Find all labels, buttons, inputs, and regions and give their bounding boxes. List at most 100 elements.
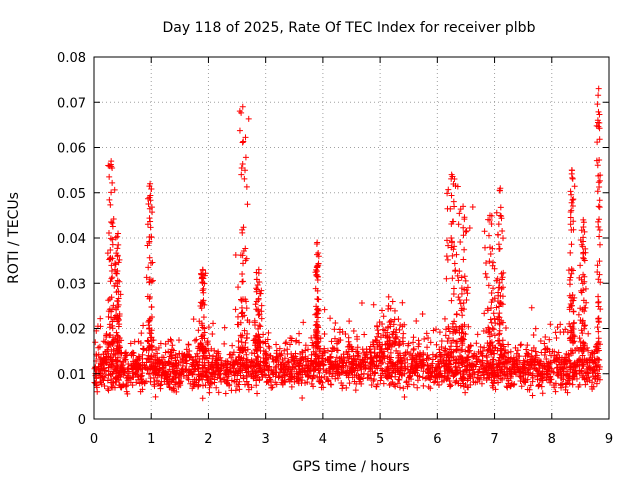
roti-point — [436, 371, 443, 378]
roti-point — [313, 359, 320, 366]
roti-point — [191, 362, 198, 369]
roti-point — [327, 361, 334, 368]
roti-point — [263, 351, 270, 358]
roti-point — [281, 366, 288, 373]
roti-point — [112, 234, 119, 241]
roti-point — [499, 227, 506, 234]
roti-point — [115, 241, 122, 248]
roti-point — [295, 375, 302, 382]
roti-point — [299, 394, 306, 401]
roti-point — [562, 371, 569, 378]
roti-point — [244, 317, 251, 324]
roti-point — [147, 218, 154, 225]
roti-point — [230, 359, 237, 366]
roti-point — [165, 359, 172, 366]
roti-point — [199, 300, 206, 307]
roti-point — [467, 375, 474, 382]
roti-point — [93, 384, 100, 391]
roti-point — [449, 275, 456, 282]
roti-point — [358, 363, 365, 370]
roti-point — [454, 343, 461, 350]
roti-point — [307, 363, 314, 370]
roti-point — [436, 381, 443, 388]
roti-point — [322, 357, 329, 364]
roti-point — [393, 333, 400, 340]
roti-point — [529, 392, 536, 399]
roti-point — [568, 191, 575, 198]
roti-point — [497, 375, 504, 382]
roti-point — [379, 307, 386, 314]
roti-point — [329, 373, 336, 380]
roti-point — [596, 125, 603, 132]
roti-point — [208, 380, 215, 387]
roti-point — [244, 201, 251, 208]
roti-point — [486, 244, 493, 251]
roti-point — [504, 371, 511, 378]
roti-point — [363, 346, 370, 353]
roti-point — [524, 342, 531, 349]
roti-point — [198, 271, 205, 278]
roti-point — [596, 233, 603, 240]
roti-point — [415, 343, 422, 350]
roti-point — [117, 358, 124, 365]
roti-point — [423, 356, 430, 363]
roti-point — [221, 340, 228, 347]
roti-point — [580, 223, 587, 230]
roti-point — [502, 324, 509, 331]
roti-point — [460, 299, 467, 306]
roti-point — [373, 337, 380, 344]
roti-point — [579, 374, 586, 381]
roti-point — [186, 369, 193, 376]
roti-point — [146, 295, 153, 302]
roti-point — [539, 377, 546, 384]
roti-point — [199, 356, 206, 363]
roti-point — [473, 340, 480, 347]
roti-point — [253, 288, 260, 295]
roti-point — [566, 281, 573, 288]
roti-point — [408, 376, 415, 383]
roti-point — [160, 365, 167, 372]
roti-point — [237, 319, 244, 326]
roti-point — [458, 335, 465, 342]
roti-point — [401, 370, 408, 377]
roti-point — [541, 346, 548, 353]
roti-point — [285, 376, 292, 383]
roti-point — [157, 381, 164, 388]
roti-point — [459, 323, 466, 330]
roti-point — [458, 354, 465, 361]
x-tick-label: 3 — [262, 432, 270, 447]
roti-point — [152, 362, 159, 369]
roti-point — [248, 358, 255, 365]
roti-point — [149, 209, 156, 216]
roti-point — [122, 357, 129, 364]
y-tick-label: 0.02 — [57, 323, 86, 338]
roti-point — [155, 380, 162, 387]
roti-point — [395, 316, 402, 323]
roti-point — [485, 370, 492, 377]
roti-point — [199, 382, 206, 389]
roti-point — [339, 328, 346, 335]
roti-point — [108, 262, 115, 269]
roti-point — [202, 270, 209, 277]
roti-point — [205, 359, 212, 366]
roti-point — [420, 382, 427, 389]
roti-point — [410, 345, 417, 352]
roti-point — [482, 244, 489, 251]
roti-point — [546, 336, 553, 343]
roti-point — [232, 368, 239, 375]
roti-point — [374, 322, 381, 329]
roti-point — [595, 303, 602, 310]
roti-point — [446, 346, 453, 353]
roti-point — [578, 289, 585, 296]
roti-point — [583, 375, 590, 382]
roti-point — [576, 362, 583, 369]
roti-point — [594, 162, 601, 169]
roti-point — [539, 368, 546, 375]
roti-point — [565, 267, 572, 274]
roti-point — [472, 379, 479, 386]
roti-point — [203, 374, 210, 381]
roti-point — [332, 320, 339, 327]
y-tick-label: 0.08 — [57, 51, 86, 66]
roti-point — [361, 331, 368, 338]
roti-point — [486, 212, 493, 219]
